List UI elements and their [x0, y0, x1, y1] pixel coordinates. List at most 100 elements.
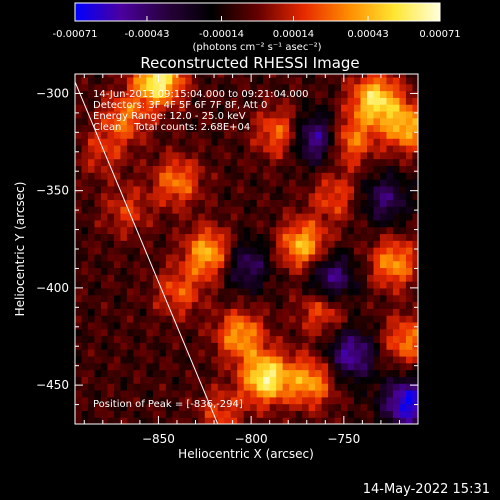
heatmap-cell — [211, 287, 219, 296]
heatmap-cell — [191, 138, 199, 146]
heatmap-cell — [315, 83, 323, 92]
heatmap-cell — [113, 410, 122, 418]
heatmap-cell — [386, 281, 394, 289]
heatmap-cell — [152, 104, 160, 112]
heatmap-cell — [120, 226, 128, 235]
heatmap-cell — [198, 410, 206, 418]
heatmap-cell — [412, 403, 418, 411]
heatmap-cell — [126, 417, 134, 424]
heatmap-cell — [87, 287, 96, 296]
heatmap-cell — [367, 369, 375, 377]
heatmap-cell — [276, 74, 284, 78]
heatmap-cell — [107, 110, 115, 119]
heatmap-cell — [198, 185, 206, 194]
heatmap-cell — [159, 124, 167, 132]
heatmap-cell — [367, 124, 375, 132]
heatmap-cell — [100, 301, 109, 309]
heatmap-cell — [328, 233, 336, 241]
heatmap-cell — [379, 410, 388, 418]
y-tick-label: −300 — [36, 86, 69, 100]
heatmap-cell — [211, 213, 219, 221]
heatmap-cell — [354, 362, 362, 371]
heatmap-cell — [379, 219, 388, 228]
heatmap-cell — [178, 301, 186, 309]
heatmap-cell — [243, 247, 251, 255]
heatmap-cell — [289, 165, 297, 173]
solar-limb-line — [75, 81, 219, 424]
heatmap-cell — [217, 172, 225, 180]
heatmap-cell — [100, 151, 109, 160]
heatmap-cell — [308, 199, 316, 207]
heatmap-cell — [250, 403, 258, 411]
heatmap-cell — [334, 247, 342, 255]
heatmap-cell — [256, 165, 264, 173]
heatmap-cell — [243, 110, 251, 119]
heatmap-cell — [367, 83, 375, 92]
heatmap-cell — [334, 172, 342, 180]
heatmap-cell — [198, 192, 206, 201]
heatmap-cell — [139, 151, 147, 160]
heatmap-cell — [211, 389, 219, 398]
heatmap-cell — [412, 362, 418, 371]
heatmap-cell — [360, 165, 368, 173]
heatmap-cell — [360, 172, 368, 180]
heatmap-cell — [405, 287, 414, 296]
heatmap-cell — [243, 124, 251, 132]
heatmap-cell — [100, 247, 109, 255]
heatmap-cell — [276, 240, 284, 248]
heatmap-cell — [367, 376, 375, 384]
heatmap-cell — [120, 355, 128, 364]
heatmap-cell — [230, 376, 238, 384]
heatmap-cell — [152, 240, 160, 248]
heatmap-cell — [75, 349, 83, 357]
heatmap-cell — [120, 213, 128, 221]
heatmap-cell — [185, 321, 193, 330]
heatmap-cell — [360, 403, 368, 411]
heatmap-cell — [328, 104, 336, 112]
heatmap-cell — [282, 383, 290, 391]
heatmap-cell — [354, 110, 362, 119]
heatmap-cell — [237, 410, 245, 418]
heatmap-cell — [392, 97, 401, 105]
heatmap-cell — [412, 308, 418, 316]
heatmap-cell — [367, 362, 375, 371]
heatmap-cell — [178, 226, 186, 235]
heatmap-cell — [282, 287, 290, 296]
heatmap-cell — [354, 124, 362, 132]
heatmap-cell — [230, 206, 238, 214]
heatmap-cell — [256, 172, 264, 180]
heatmap-cell — [139, 308, 147, 316]
heatmap-cell — [347, 342, 355, 350]
heatmap-cell — [113, 253, 122, 262]
heatmap-cell — [334, 206, 342, 214]
heatmap-cell — [269, 83, 277, 92]
heatmap-cell — [243, 253, 251, 262]
heatmap-cell — [263, 199, 271, 207]
heatmap-cell — [379, 389, 388, 398]
heatmap-cell — [360, 294, 368, 303]
heatmap-cell — [237, 240, 245, 248]
heatmap-cell — [165, 342, 173, 350]
heatmap-cell — [334, 260, 342, 269]
heatmap-cell — [373, 74, 381, 78]
heatmap-cell — [256, 117, 264, 126]
heatmap-cell — [237, 74, 245, 78]
heatmap-cell — [172, 199, 180, 207]
heatmap-cell — [315, 389, 323, 398]
heatmap-cell — [243, 104, 251, 112]
heatmap-cell — [211, 131, 219, 139]
heatmap-cell — [269, 315, 277, 323]
heatmap-cell — [94, 308, 102, 316]
heatmap-cell — [126, 213, 134, 221]
heatmap-cell — [139, 410, 147, 418]
heatmap-cell — [113, 376, 122, 384]
heatmap-cell — [412, 76, 418, 85]
heatmap-cell — [295, 124, 303, 132]
heatmap-cell — [269, 90, 277, 98]
heatmap-cell — [250, 213, 258, 221]
heatmap-cell — [224, 233, 232, 241]
heatmap-cell — [126, 144, 134, 153]
heatmap-cell — [204, 131, 212, 139]
heatmap-cell — [334, 403, 342, 411]
heatmap-cell — [269, 342, 277, 350]
